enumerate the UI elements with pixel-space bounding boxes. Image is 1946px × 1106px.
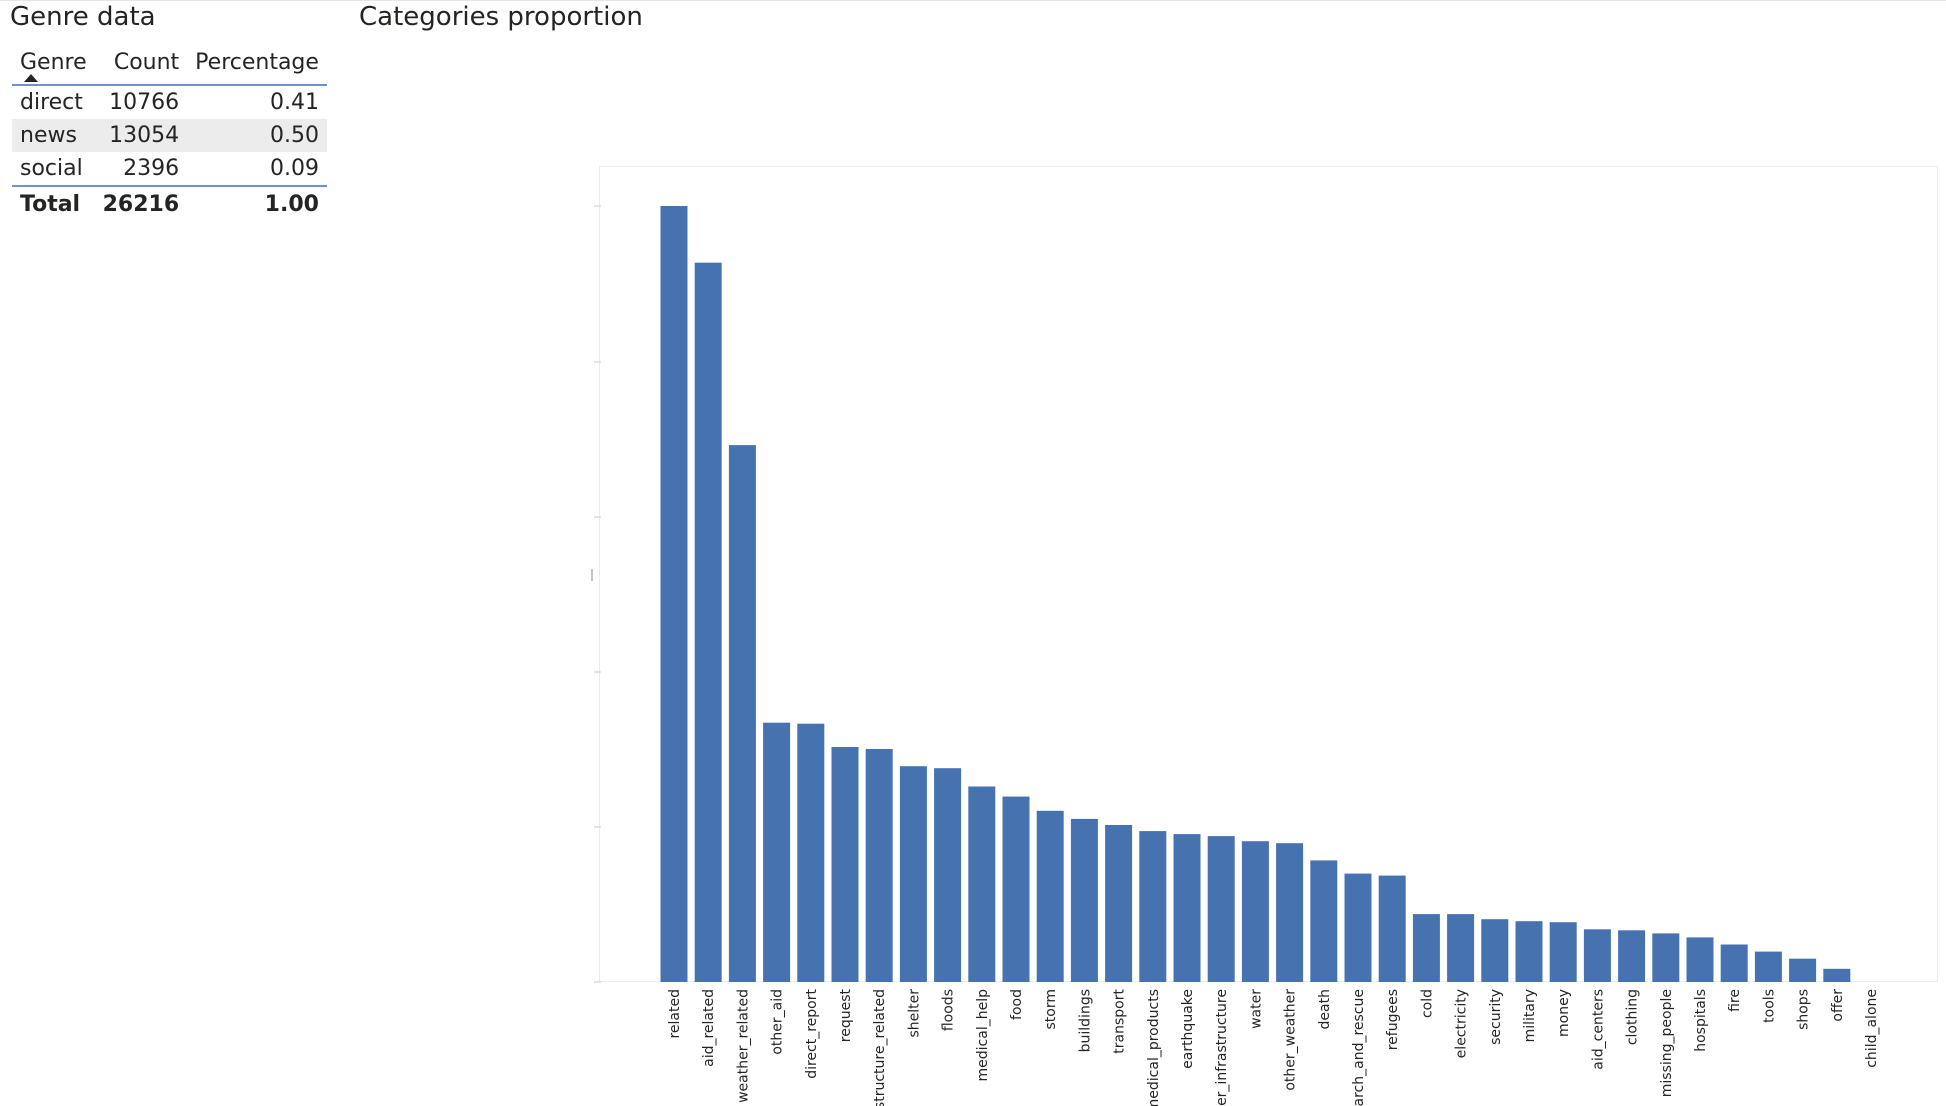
genre-cell: news [20, 123, 77, 148]
x-tick-label: infrastructure_related [872, 989, 888, 1106]
x-tick-label: shelter [906, 989, 922, 1038]
table-row[interactable]: direct 10766 0.41 [12, 85, 327, 119]
x-tick-label: missing_people [1659, 989, 1675, 1097]
bar-missing-people[interactable] [1652, 933, 1680, 982]
x-tick-label: death [1317, 989, 1333, 1029]
bar-search-and-rescue[interactable] [1344, 873, 1372, 982]
x-tick-label: clothing [1625, 989, 1641, 1045]
bar-death[interactable] [1310, 860, 1338, 982]
x-tick-label: hospitals [1693, 989, 1709, 1052]
bar-buildings[interactable] [1070, 818, 1098, 982]
x-tick-label: direct_report [804, 989, 820, 1079]
genre-cell: direct [20, 90, 83, 115]
x-tick-label: medical_products [1146, 989, 1162, 1106]
x-tick-label: other_weather [1283, 989, 1299, 1091]
total-percentage: 1.00 [264, 191, 319, 217]
bar-military[interactable] [1515, 921, 1543, 982]
bar-refugees[interactable] [1378, 875, 1406, 982]
x-tick-label: food [1009, 989, 1025, 1020]
x-tick-label: child_alone [1864, 989, 1880, 1068]
bar-shelter[interactable] [899, 766, 927, 982]
count-cell: 13054 [109, 123, 180, 148]
bar-aid-centers[interactable] [1583, 929, 1611, 982]
total-label: Total [20, 191, 81, 217]
bar-storm[interactable] [1036, 810, 1064, 982]
column-header-label: Genre [20, 49, 87, 75]
bar-request[interactable] [831, 747, 859, 982]
bar-infrastructure-related[interactable] [865, 749, 893, 982]
total-row: Total 26216 1.00 [12, 186, 327, 221]
percentage-cell: 0.41 [269, 90, 319, 115]
table-row[interactable]: social 2396 0.09 [12, 152, 327, 186]
genre-data-title: Genre data [10, 2, 156, 32]
genre-table: Genre Count Percentage direct 10766 0.41… [12, 40, 327, 221]
bar-hospitals[interactable] [1686, 937, 1714, 982]
count-cell: 2396 [123, 156, 180, 181]
percentage-cell: 0.09 [269, 156, 319, 181]
bar-medical-help[interactable] [968, 786, 996, 983]
bar-offer[interactable] [1823, 968, 1851, 982]
bar-other-weather[interactable] [1276, 843, 1304, 982]
bar-earthquake[interactable] [1173, 834, 1201, 982]
x-tick-label: transport [1112, 989, 1128, 1054]
x-tick-label: earthquake [1180, 989, 1196, 1069]
x-tick-label: shops [1796, 989, 1812, 1030]
x-tick-label: security [1488, 989, 1504, 1045]
table-row[interactable]: news 13054 0.50 [12, 119, 327, 152]
sort-ascending-icon[interactable] [24, 74, 38, 82]
column-header-genre[interactable]: Genre [12, 40, 95, 85]
x-tick-label: storm [1043, 989, 1059, 1030]
bar-other-infrastructure[interactable] [1207, 836, 1235, 982]
column-header-count[interactable]: Count [113, 49, 180, 75]
x-tick-label: buildings [1077, 989, 1093, 1052]
x-tick-label: related [667, 989, 683, 1039]
bar-other-aid[interactable] [763, 722, 791, 982]
genre-cell: social [20, 156, 83, 181]
x-tick-label: electricity [1454, 989, 1470, 1058]
x-tick-label: cold [1419, 989, 1435, 1018]
x-tick-label: request [838, 988, 854, 1042]
x-tick-label: money [1556, 989, 1572, 1037]
x-tick-label: search_and_rescue [1351, 989, 1367, 1106]
count-cell: 10766 [109, 90, 180, 115]
total-count: 26216 [102, 191, 180, 217]
bar-cold[interactable] [1412, 914, 1440, 982]
x-tick-label: fire [1727, 989, 1743, 1012]
bar-floods[interactable] [934, 768, 962, 982]
x-tick-label: aid_related [701, 989, 717, 1067]
bar-weather-related[interactable] [728, 445, 756, 983]
bar-medical-products[interactable] [1139, 831, 1167, 982]
table-header-row: Genre Count Percentage [12, 40, 327, 85]
column-header-percentage[interactable]: Percentage [195, 49, 319, 75]
percentage-cell: 0.50 [269, 123, 319, 148]
x-tick-label: other_aid [770, 989, 786, 1055]
genre-data-panel: Genre data Genre Count Percentage direct… [10, 0, 327, 217]
top-divider [0, 0, 1946, 1]
bar-money[interactable] [1549, 922, 1577, 982]
bar-fire[interactable] [1720, 944, 1748, 983]
bar-shops[interactable] [1789, 958, 1817, 982]
x-tick-label: medical_help [975, 989, 991, 1082]
bar-water[interactable] [1241, 841, 1269, 982]
bar-clothing[interactable] [1618, 930, 1646, 982]
x-tick-label: other_infrastructure [1214, 989, 1230, 1106]
x-tick-label: refugees [1385, 989, 1401, 1050]
x-tick-label: floods [941, 989, 957, 1031]
bar-aid-related[interactable] [694, 262, 722, 982]
bar-related[interactable] [660, 206, 688, 982]
bar-direct-report[interactable] [797, 723, 825, 982]
x-tick-label: weather_related [735, 989, 751, 1103]
bar-transport[interactable] [1105, 825, 1133, 982]
x-tick-label: offer [1830, 989, 1846, 1022]
x-tick-label: water [1248, 989, 1264, 1029]
bar-food[interactable] [1002, 796, 1030, 982]
bar-tools[interactable] [1754, 951, 1782, 982]
chart-title: Categories proportion [359, 2, 643, 32]
x-tick-label: military [1522, 989, 1538, 1042]
x-tick-label: tools [1761, 989, 1777, 1023]
x-tick-label: aid_centers [1590, 989, 1606, 1070]
bar-electricity[interactable] [1447, 914, 1475, 982]
bar-security[interactable] [1481, 919, 1509, 982]
